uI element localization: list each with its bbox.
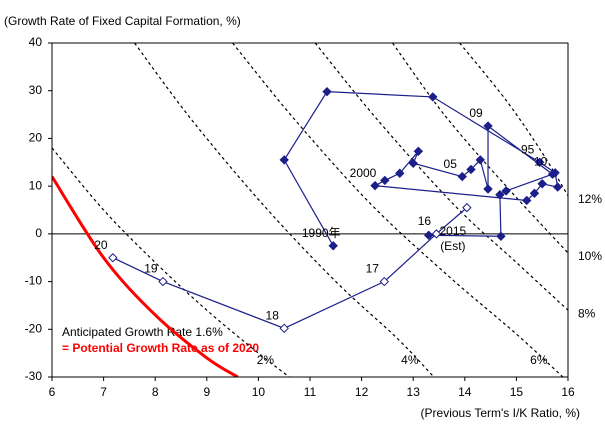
y-tick-label: 20 — [29, 131, 43, 145]
data-point — [379, 276, 390, 287]
data-point — [370, 180, 380, 191]
data-point — [423, 230, 434, 240]
series-line — [112, 207, 468, 329]
curve-label: 8% — [578, 306, 596, 320]
annotation-highlight: = Potential Growth Rate as of 2020 — [62, 341, 259, 355]
point-label: 10 — [534, 154, 548, 168]
point-label: 19 — [144, 262, 158, 276]
point-label: 18 — [266, 309, 280, 323]
curve-label: 6% — [530, 353, 548, 367]
x-tick-label: 7 — [100, 385, 107, 399]
data-point — [547, 169, 558, 179]
y-tick-label: -20 — [25, 321, 43, 335]
y-tick-label: 0 — [35, 226, 42, 240]
data-point — [529, 188, 540, 199]
y-tick-label: 40 — [29, 35, 43, 49]
x-tick-label: 14 — [458, 385, 472, 399]
data-point — [413, 146, 424, 157]
highlight-curve — [52, 175, 239, 377]
point-label: 95 — [521, 142, 535, 156]
x-tick-label: 12 — [355, 385, 369, 399]
data-point — [457, 171, 467, 182]
point-label: (Est) — [440, 239, 465, 253]
point-label: 20 — [94, 238, 108, 252]
x-axis-title: (Previous Term's I/K Ratio, %) — [421, 406, 580, 420]
data-point — [408, 158, 418, 168]
x-tick-label: 8 — [152, 385, 159, 399]
y-tick-label: 30 — [29, 83, 43, 97]
data-point — [522, 195, 532, 206]
point-label: 2000 — [350, 166, 377, 180]
data-point — [462, 202, 472, 213]
curve-label: 4% — [401, 353, 419, 367]
data-point — [495, 190, 505, 200]
point-label: 16 — [418, 214, 432, 228]
iso-growth-curve — [392, 43, 568, 254]
x-tick-label: 10 — [252, 385, 266, 399]
plot-frame — [51, 42, 569, 378]
data-point — [483, 121, 493, 131]
point-label: 09 — [469, 106, 483, 120]
data-point — [501, 186, 511, 196]
data-point — [279, 155, 289, 165]
data-point — [322, 86, 332, 97]
x-tick-label: 15 — [510, 385, 524, 399]
data-point — [108, 253, 118, 263]
data-point — [483, 184, 493, 194]
y-tick-label: -10 — [25, 274, 43, 288]
data-point — [496, 231, 506, 241]
x-tick-label: 9 — [203, 385, 210, 399]
y-tick-label: -30 — [25, 369, 43, 383]
data-point — [466, 164, 476, 175]
data-point — [431, 229, 442, 239]
iso-growth-curve — [134, 43, 435, 377]
data-point — [328, 241, 338, 251]
y-tick-label: 10 — [29, 178, 43, 192]
data-point — [428, 92, 438, 102]
curve-label: 10% — [578, 249, 602, 263]
point-label: 2015 — [440, 224, 467, 238]
curve-label: 2% — [257, 353, 275, 367]
data-point — [395, 168, 405, 178]
x-tick-label: 16 — [561, 385, 575, 399]
x-tick-label: 13 — [407, 385, 421, 399]
data-point — [475, 155, 485, 165]
iso-growth-curve — [232, 43, 564, 377]
data-point — [279, 323, 289, 334]
data-point — [534, 157, 545, 167]
data-point — [158, 276, 168, 287]
point-label: 05 — [444, 157, 458, 171]
data-point — [380, 175, 390, 186]
x-tick-label: 6 — [49, 385, 56, 399]
iso-growth-curve — [459, 43, 568, 196]
point-label: 1990年 — [302, 226, 341, 240]
annotation: Anticipated Growth Rate 1.6% — [62, 325, 223, 339]
curve-label: 12% — [578, 192, 602, 206]
data-point — [552, 182, 563, 192]
x-tick-label: 11 — [304, 385, 317, 399]
point-label: 17 — [366, 262, 380, 276]
data-point — [537, 179, 547, 189]
y-axis-title: (Growth Rate of Fixed Capital Formation,… — [4, 14, 241, 28]
